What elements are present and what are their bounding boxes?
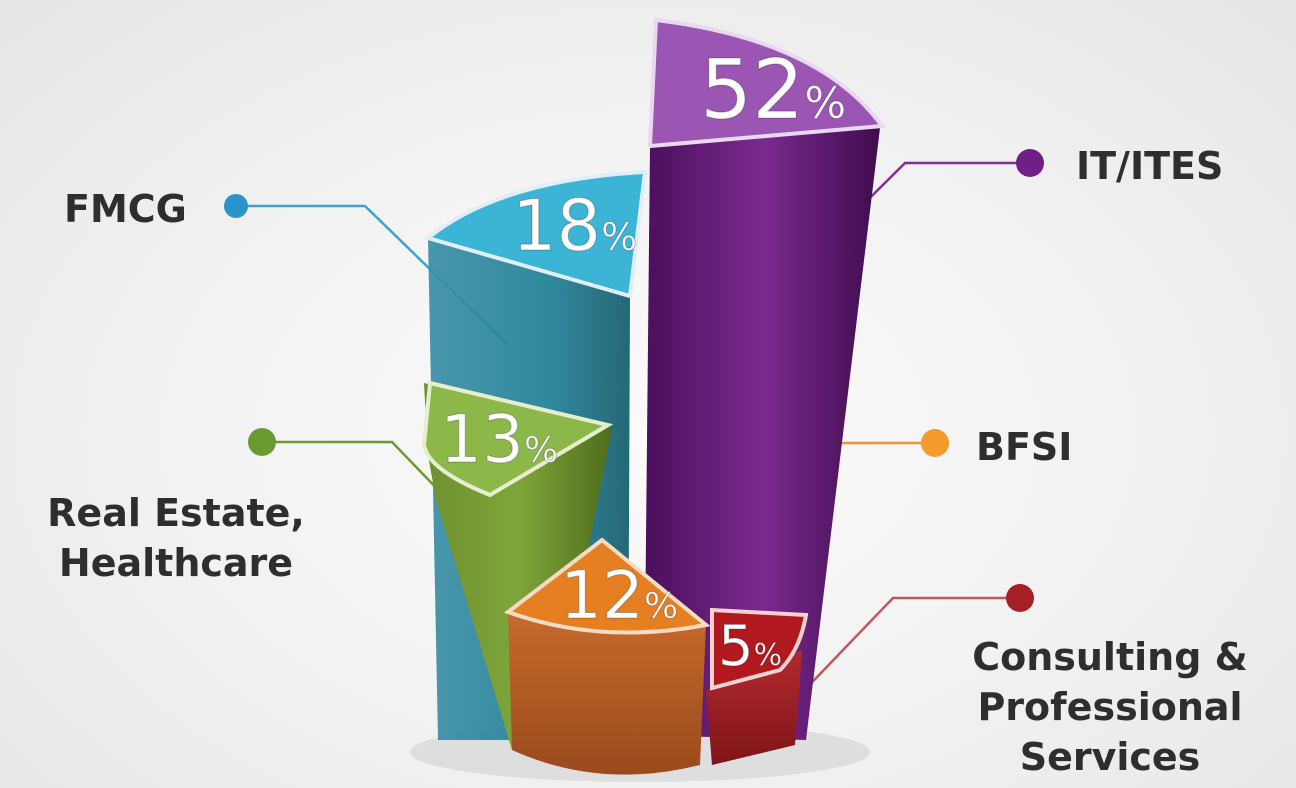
- legend-label-it-ites: IT/ITES: [1076, 144, 1224, 188]
- legend-label-fmcg: FMCG: [64, 187, 187, 231]
- value-label-it-ites: 52%: [700, 43, 846, 138]
- legend-dot-consult: [1006, 584, 1034, 612]
- legend-dot-it: [1016, 149, 1044, 177]
- legend-label-consulting: Consulting & Professional Services: [972, 635, 1248, 779]
- legend-label-real-estate-healthcare: Real Estate, Healthcare: [47, 491, 305, 585]
- value-label-bfsi: 12%: [560, 557, 678, 634]
- leader-line-consult: [794, 596, 1020, 701]
- value-labels: 52% 18% 13% 12% 5%: [440, 43, 847, 680]
- slice-it: [644, 17, 886, 740]
- legend-dot-re: [248, 428, 276, 456]
- legend-dot-bfsi: [921, 429, 949, 457]
- value-label-real-estate: 13%: [440, 401, 558, 478]
- value-label-fmcg: 18%: [512, 185, 637, 267]
- slice-bfsi: [503, 537, 711, 775]
- slice-consult: [706, 607, 809, 765]
- value-label-consulting: 5%: [718, 614, 782, 679]
- legend-label-bfsi: BFSI: [976, 425, 1073, 469]
- legend-dot-fmcg: [224, 194, 248, 218]
